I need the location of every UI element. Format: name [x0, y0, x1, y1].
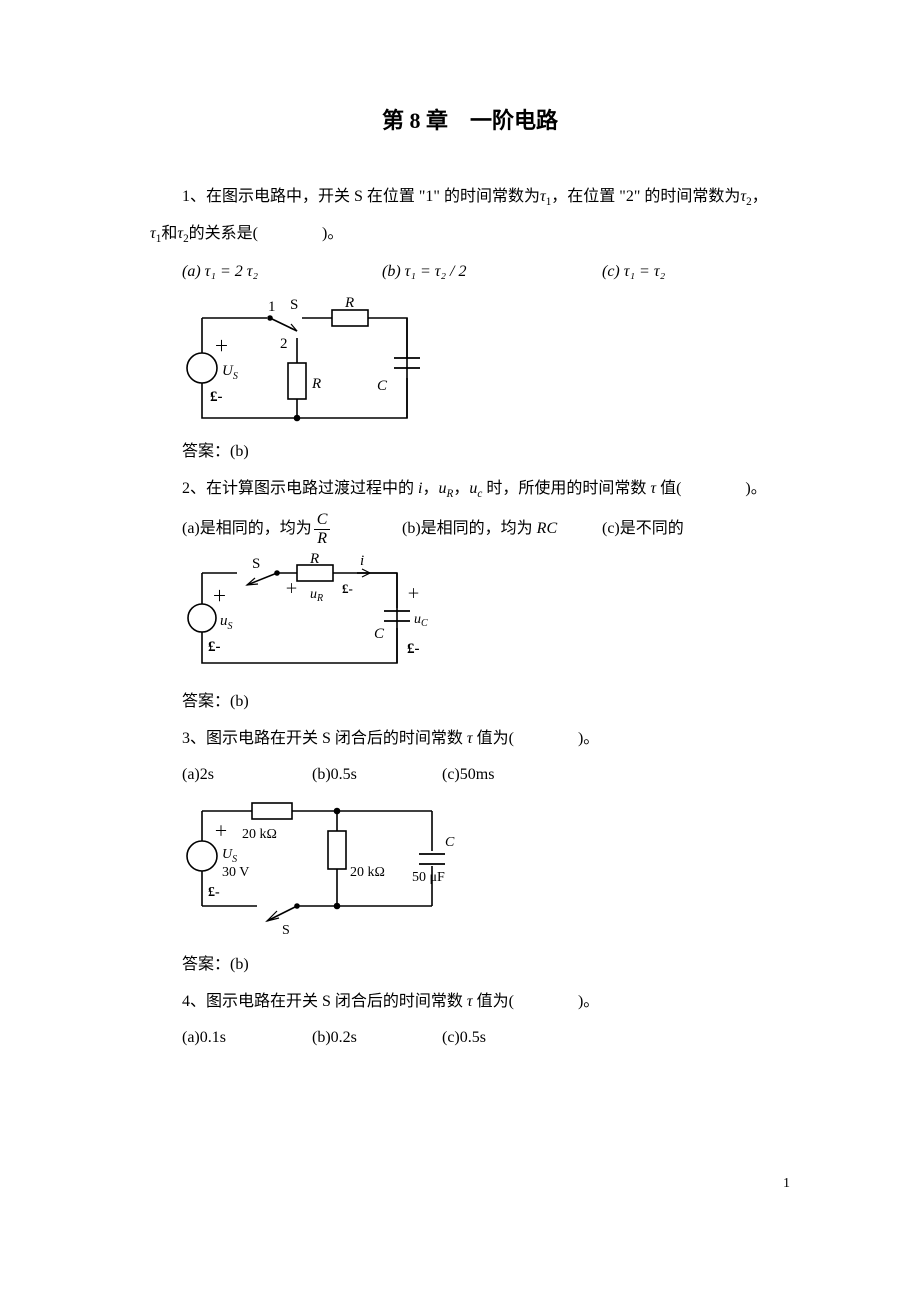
q1-opt-b: (b) τ₁ = τ₂ / 2 [382, 257, 602, 287]
q2-t: 2、在计算图示电路过渡过程中的 i，uR，uc 时，所使用的时间常数 τ 值( … [182, 480, 767, 497]
q1-fig-2: 2 [280, 336, 288, 352]
q1-t4: 和 [161, 225, 177, 242]
q1-line2: τ1和τ2的关系是( )。 [150, 219, 790, 250]
q1-fig-1: 1 [268, 299, 276, 315]
q3-opt-b: (b)0.5s [312, 760, 442, 790]
q3-fig-C: C [445, 835, 455, 850]
q2-fig-minus-us: £- [208, 639, 221, 655]
q1-t3: ， [752, 188, 768, 205]
q1-fig-minus: £- [210, 389, 223, 405]
q2-fig-i: i [360, 553, 364, 569]
q4-opt-c: (c)0.5s [442, 1023, 572, 1053]
q2-fig-S: S [252, 556, 260, 572]
q2-opt-a-pre: (a)是相同的，均为 [182, 514, 312, 544]
q3-fig-plus: ＋ [214, 825, 228, 840]
q3-fig-S: S [282, 923, 290, 938]
q1-options: (a) τ₁ = 2 τ₂ (b) τ₁ = τ₂ / 2 (c) τ₁ = τ… [182, 257, 790, 287]
q2-answer: 答案：(b) [182, 687, 790, 717]
q2-fig-C: C [374, 626, 385, 642]
q1-fig-C: C [377, 378, 388, 394]
q4-options: (a)0.1s (b)0.2s (c)0.5s [182, 1023, 790, 1053]
q3-options: (a)2s (b)0.5s (c)50ms [182, 760, 790, 790]
q1-opt-a: (a) τ₁ = 2 τ₂ [182, 257, 382, 287]
q1-opt-c: (c) τ₁ = τ₂ [602, 257, 782, 287]
q3-fig-c50: 50 μF [412, 870, 445, 885]
q2-opt-a: (a)是相同的，均为 C R [182, 511, 402, 547]
q1-fig-plus: ＋ [214, 339, 229, 355]
q3-text: 3、图示电路在开关 S 闭合后的时间常数 τ 值为( )。 [150, 724, 790, 754]
q2-fig-plus-uR: ＋ [285, 581, 298, 596]
q1-t2: ，在位置 "2" 的时间常数为 [551, 188, 740, 205]
q3-fig-r1: 20 kΩ [242, 827, 277, 842]
q2-opt-b: (b)是相同的，均为 RC [402, 514, 602, 544]
q2-fig-minus-uR: £- [342, 581, 353, 596]
q3-opt-c: (c)50ms [442, 760, 572, 790]
chapter-title: 第 8 章 一阶电路 [150, 100, 790, 142]
q3-fig-r2: 20 kΩ [350, 865, 385, 880]
q3-fig-Us: US [222, 847, 237, 865]
q1-figure: 1 S 2 R R ＋ US £- C [182, 293, 790, 433]
q3-fig-minus: £- [208, 885, 220, 900]
q2-options: (a)是相同的，均为 C R (b)是相同的，均为 RC (c)是不同的 [182, 511, 790, 547]
q2-fig-plus-uC: ＋ [407, 586, 420, 601]
q2-frac: C R [314, 511, 331, 547]
q1-t5: 的关系是( )。 [189, 225, 344, 242]
q1-fig-R1: R [344, 295, 354, 311]
q2-fig-uC: uC [414, 612, 428, 629]
q2-fig-R: R [309, 553, 319, 567]
q2-figure: S R i ＋ £- uR ＋ uS £- ＋ uC £- C [182, 553, 790, 683]
q2-fig-plus-us: ＋ [212, 589, 227, 605]
q3-answer: 答案：(b) [182, 950, 790, 980]
q2-opt-c: (c)是不同的 [602, 514, 752, 544]
q1-fig-R2: R [311, 376, 321, 392]
q1-line1: 1、在图示电路中，开关 S 在位置 "1" 的时间常数为τ1，在位置 "2" 的… [150, 182, 790, 213]
q3-opt-a: (a)2s [182, 760, 312, 790]
q2-frac-den: R [314, 530, 331, 548]
q4-opt-b: (b)0.2s [312, 1023, 442, 1053]
q2-fig-uR: uR [310, 587, 323, 604]
q2-text: 2、在计算图示电路过渡过程中的 i，uR，uc 时，所使用的时间常数 τ 值( … [150, 474, 790, 505]
q2-frac-num: C [314, 511, 331, 530]
q3-fig-v30: 30 V [222, 865, 249, 880]
q4-text: 4、图示电路在开关 S 闭合后的时间常数 τ 值为( )。 [150, 987, 790, 1017]
q1-answer: 答案：(b) [182, 437, 790, 467]
q1-fig-Us: US [222, 363, 238, 382]
q2-fig-minus-uC: £- [407, 641, 420, 657]
page-number: 1 [783, 1176, 790, 1192]
q4-opt-a: (a)0.1s [182, 1023, 312, 1053]
q3-figure: ＋ 20 kΩ US 30 V £- 20 kΩ C 50 μF S [182, 796, 790, 946]
q2-fig-us: uS [220, 613, 233, 632]
q1-fig-S: S [290, 297, 298, 313]
q1-t1: 1、在图示电路中，开关 S 在位置 "1" 的时间常数为 [182, 188, 540, 205]
